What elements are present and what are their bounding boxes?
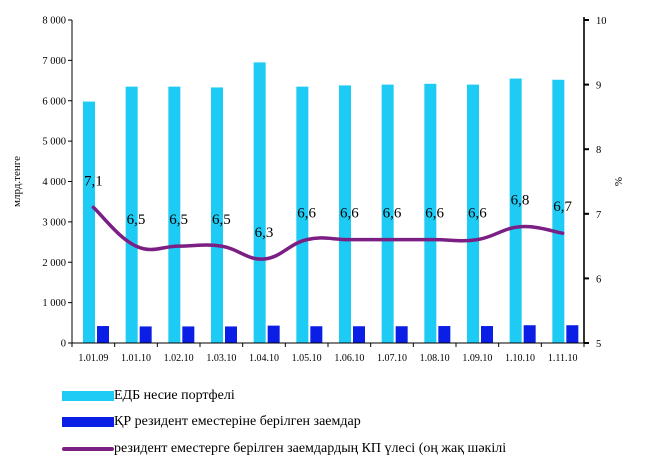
legend-label-nonresident-loans: ҚР резидент еместеріне берілген заемдар (114, 414, 361, 429)
data-label-share: 6,6 (297, 206, 316, 222)
bar-portfolio (296, 86, 309, 344)
legend-item-nonresident-loans: ҚР резидент еместеріне берілген заемдар (62, 413, 506, 432)
x-tick-label: 1.09.10 (462, 353, 492, 364)
y-tick-label-left: 2 000 (42, 258, 66, 269)
x-tick-label: 1.03.10 (206, 353, 236, 364)
bar-portfolio (125, 86, 138, 344)
bar-portfolio (381, 84, 394, 343)
data-label-share: 6,6 (383, 206, 402, 222)
data-label-share: 6,3 (255, 225, 274, 241)
x-tick-label: 1.11.10 (548, 353, 578, 364)
bar-nonresident-loans (481, 326, 493, 343)
y-tick-label-left: 8 000 (42, 16, 66, 27)
x-tick-label: 1.02.10 (164, 353, 194, 364)
series-line-share (91, 205, 565, 261)
data-label-share: 6,5 (212, 212, 231, 228)
bar-portfolio (211, 87, 223, 344)
y-tick-label-right: 5 (596, 339, 601, 350)
y-tick-label-left: 4 000 (42, 177, 66, 188)
combo-chart: 0 1 000 2 000 3 000 4 000 5 000 6 000 7 000 8 00… (11, 16, 625, 365)
y-tick-label-left: 7 000 (42, 56, 66, 67)
data-label-share: 6,6 (468, 206, 487, 222)
bar-portfolio (467, 84, 479, 343)
y-tick-label-right: 8 (596, 145, 601, 156)
bar-portfolio (424, 83, 437, 343)
y-axis-title-left: млрд.тенге (11, 156, 23, 207)
bar-nonresident-loans (310, 326, 323, 343)
bar-portfolio (552, 79, 565, 343)
legend-label-portfolio: ЕДБ несие портфелі (114, 387, 235, 403)
bar-nonresident-loans (566, 325, 579, 343)
x-tick-label: 1.06.10 (334, 353, 364, 364)
data-label-share: 7,1 (84, 173, 103, 189)
data-label-share: 6,6 (425, 206, 444, 222)
bar-portfolio (253, 62, 266, 344)
bar-portfolio (168, 86, 181, 344)
legend-swatch-portfolio (62, 390, 114, 401)
data-label-share: 6,6 (340, 206, 359, 222)
legend-swatch-share-line (62, 446, 114, 451)
bar-portfolio (509, 78, 522, 343)
bar-portfolio (339, 85, 351, 343)
data-label-share: 6,5 (169, 212, 188, 228)
bar-nonresident-loans (353, 326, 365, 343)
x-tick-label: 1.10.10 (505, 353, 535, 364)
y-tick-label-left: 6 000 (42, 96, 66, 107)
bar-nonresident-loans (395, 326, 408, 343)
data-label-share: 6,5 (127, 212, 146, 228)
y-tick-label-right: 10 (596, 16, 607, 27)
x-tick-label: 1.05.10 (292, 353, 322, 364)
bar-nonresident-loans (182, 326, 195, 343)
x-tick-label: 1.01.10 (121, 353, 151, 364)
data-label-share: 6,8 (511, 193, 530, 209)
y-tick-label-right: 7 (596, 210, 601, 221)
legend-label-share-line: резидент еместерге берілген заемдардың К… (114, 440, 507, 456)
y-tick-label-right: 9 (596, 81, 601, 92)
bar-nonresident-loans (523, 325, 536, 343)
x-tick-label: 1.01.09 (78, 353, 108, 364)
bar-nonresident-loans (267, 325, 280, 343)
y-tick-label-left: 0 (61, 339, 66, 350)
x-tick-label: 1.08.10 (420, 353, 450, 364)
y-tick-label-left: 5 000 (42, 137, 66, 148)
y-tick-label-right: 6 (596, 274, 601, 285)
y-axis-title-right: % (613, 177, 625, 186)
y-tick-label-left: 1 000 (42, 298, 66, 309)
x-tick-label: 1.04.10 (249, 353, 279, 364)
legend-item-portfolio: ЕДБ несие портфелі (62, 386, 506, 405)
x-tick-label: 1.07.10 (377, 353, 407, 364)
bar-portfolio (83, 101, 95, 344)
bar-nonresident-loans (139, 326, 152, 343)
y-tick-label-left: 3 000 (42, 217, 66, 228)
legend-item-share-line: резидент еместерге берілген заемдардың К… (62, 439, 506, 458)
bar-nonresident-loans (225, 326, 237, 343)
legend-swatch-nonresident-loans (62, 417, 114, 427)
legend: ЕДБ несие портфелі ҚР резидент еместерін… (62, 386, 506, 466)
bar-nonresident-loans (438, 326, 451, 343)
data-label-share: 6,7 (553, 199, 572, 215)
bar-nonresident-loans (97, 326, 109, 343)
